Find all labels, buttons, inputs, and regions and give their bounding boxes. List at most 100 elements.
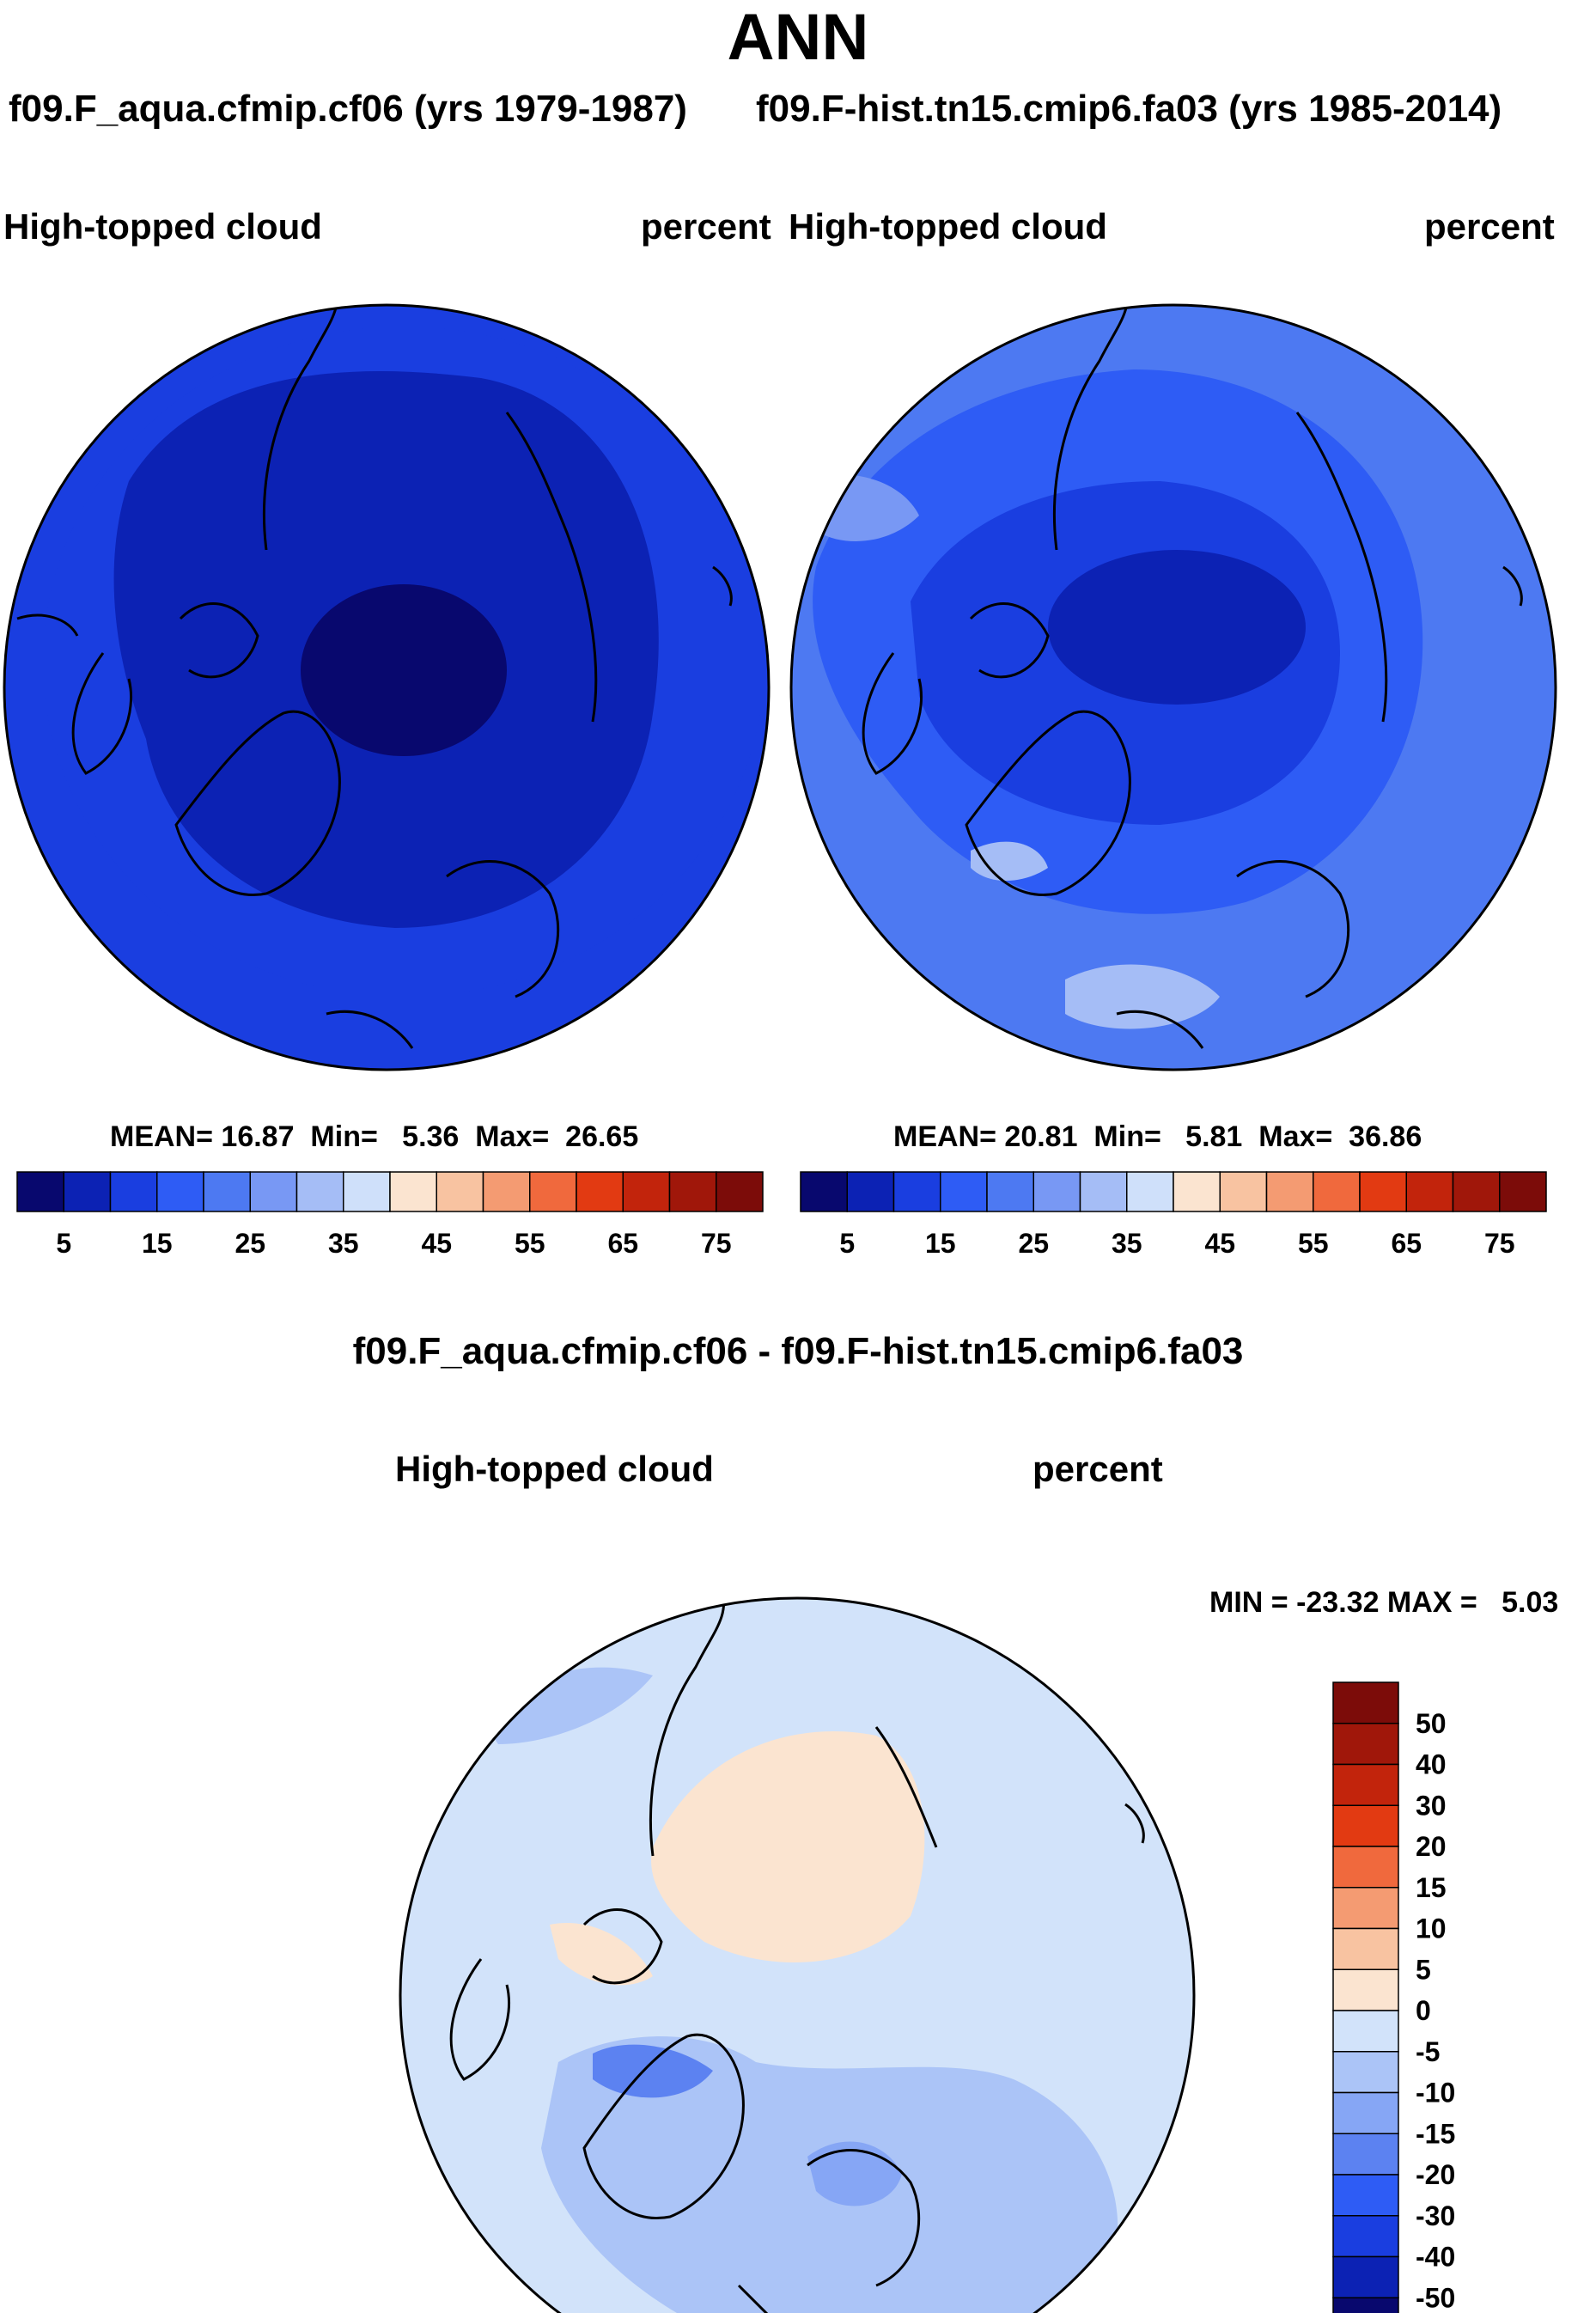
cbar3-swatch xyxy=(1332,2297,1399,2313)
cbar1-swatch xyxy=(668,1171,717,1212)
page-title: ANN xyxy=(727,1,869,74)
cbar1-swatch xyxy=(482,1171,531,1212)
cbar3-tick-label: 5 xyxy=(1416,1954,1431,1985)
diff-field-pacific xyxy=(481,1667,653,1744)
p2-border xyxy=(789,303,1557,1071)
cbar1-swatch xyxy=(16,1171,64,1212)
diff-title: f09.F_aqua.cfmip.cf06 - f09.F-hist.tn15.… xyxy=(352,1330,1244,1372)
cbar3-tick-label: -5 xyxy=(1416,2036,1440,2067)
cbar3-swatch xyxy=(1332,2255,1399,2298)
cbar3-tick-label: 50 xyxy=(1416,1708,1447,1739)
cbar1-swatch xyxy=(203,1171,251,1212)
diff-units: percent xyxy=(1033,1449,1163,1489)
cbar2-swatch xyxy=(1405,1171,1454,1212)
cbar3-tick-label: -10 xyxy=(1416,2078,1455,2109)
cbar3-tick-label: 10 xyxy=(1416,1913,1447,1944)
cbar1-tick-label: 15 xyxy=(142,1228,173,1259)
cbar1-swatch xyxy=(249,1171,298,1212)
cbar2-swatch xyxy=(1359,1171,1407,1212)
cbar3-tick-label: -30 xyxy=(1416,2200,1455,2231)
diff-field-archipelago xyxy=(550,1923,653,1986)
cbar3-swatch xyxy=(1332,1927,1399,1970)
cbar1-swatch xyxy=(156,1171,204,1212)
cbar2-tick-label: 5 xyxy=(839,1228,855,1259)
diff-field-scandinavia xyxy=(807,2141,902,2206)
cbar1-swatch xyxy=(389,1171,437,1212)
diff-field-greenland xyxy=(593,2044,713,2098)
cbar3-tick-label: -40 xyxy=(1416,2242,1455,2273)
cbar2-swatch xyxy=(1033,1171,1081,1212)
cbar2-swatch xyxy=(892,1171,941,1212)
diff-variable: High-topped cloud xyxy=(395,1449,714,1489)
cbar1-swatch xyxy=(716,1171,764,1212)
map-panel-1 xyxy=(3,303,771,1071)
map-difference xyxy=(399,1596,1196,2313)
panel2-case-title: f09.F-hist.tn15.cmip6.fa03 (yrs 1985-201… xyxy=(756,88,1502,130)
cbar1-tick-label: 35 xyxy=(328,1228,359,1259)
p1-coastlines xyxy=(16,305,733,1049)
p2-field-atlantic xyxy=(1065,964,1220,1029)
p2-field-patch xyxy=(971,841,1048,881)
cbar3-swatch xyxy=(1332,1723,1399,1766)
cbar3-tick-label: 20 xyxy=(1416,1831,1447,1862)
cbar3-tick-label: -15 xyxy=(1416,2118,1455,2149)
colorbar-panel-1: 5 15 25 35 45 55 65 75 xyxy=(16,1171,764,1259)
cbar2-swatch xyxy=(1126,1171,1174,1212)
cbar3-swatch xyxy=(1332,2010,1399,2053)
cbar2-tick-label: 75 xyxy=(1484,1228,1515,1259)
cbar1-swatch xyxy=(576,1171,624,1212)
cbar2-tick-label: 45 xyxy=(1204,1228,1235,1259)
cbar2-tick-label: 35 xyxy=(1112,1228,1142,1259)
cbar2-tick-label: 15 xyxy=(925,1228,956,1259)
cbar2-swatch xyxy=(1313,1171,1361,1212)
panel2-stats: MEAN= 20.81 Min= 5.81 Max= 36.86 xyxy=(893,1120,1422,1153)
cbar2-swatch xyxy=(1219,1171,1268,1212)
cbar3-tick-label: -50 xyxy=(1416,2282,1455,2313)
p1-field-pole xyxy=(301,584,507,756)
cbar2-swatch xyxy=(846,1171,895,1212)
cbar1-swatch xyxy=(529,1171,577,1212)
cbar1-tick-label: 75 xyxy=(701,1228,732,1259)
cbar3-tick-label: 0 xyxy=(1416,1995,1431,2026)
cbar2-swatch xyxy=(1499,1171,1547,1212)
diff-minmax: MIN = -23.32 MAX = 5.03 xyxy=(1209,1586,1559,1619)
cbar2-swatch xyxy=(1452,1171,1501,1212)
diff-field-central-arctic xyxy=(651,1731,925,1962)
cbar3-swatch xyxy=(1332,1846,1399,1889)
cbar1-tick-label: 65 xyxy=(607,1228,638,1259)
colorbar-panel-2: 5 15 25 35 45 55 65 75 xyxy=(800,1171,1547,1259)
cbar3-swatch xyxy=(1332,2174,1399,2217)
cbar1-swatch xyxy=(436,1171,484,1212)
panel2-variable: High-topped cloud xyxy=(789,206,1107,247)
cbar1-tick-label: 55 xyxy=(515,1228,545,1259)
panel1-stats: MEAN= 16.87 Min= 5.36 Max= 26.65 xyxy=(110,1120,639,1153)
cbar3-swatch xyxy=(1332,2091,1399,2134)
cbar3-tick-label: 40 xyxy=(1416,1749,1447,1780)
cbar3-tick-label: 30 xyxy=(1416,1790,1447,1821)
p1-border xyxy=(3,303,771,1071)
cbar1-swatch xyxy=(622,1171,671,1212)
cbar1-swatch xyxy=(109,1171,158,1212)
cbar1-swatch xyxy=(63,1171,112,1212)
cbar2-swatch xyxy=(1265,1171,1314,1212)
cbar1-tick-label: 5 xyxy=(56,1228,71,1259)
p2-field-pole xyxy=(1048,550,1306,705)
cbar1-tick-label: 25 xyxy=(235,1228,265,1259)
cbar3-swatch xyxy=(1332,2215,1399,2258)
cbar3-tick-label: 15 xyxy=(1416,1872,1447,1903)
panel1-case-title: f09.F_aqua.cfmip.cf06 (yrs 1979-1987) xyxy=(9,88,687,130)
cbar1-tick-label: 45 xyxy=(421,1228,452,1259)
cbar1-swatch xyxy=(343,1171,391,1212)
diff-coastlines xyxy=(449,1598,1145,2313)
p2-coastlines xyxy=(862,305,1523,1049)
cbar3-swatch xyxy=(1332,2051,1399,2094)
cbar3-swatch xyxy=(1332,1968,1399,2011)
cbar3-swatch xyxy=(1332,1681,1399,1724)
cbar3-tick-label: -20 xyxy=(1416,2159,1455,2190)
panel1-units: percent xyxy=(641,206,771,247)
cbar2-swatch xyxy=(1079,1171,1128,1212)
cbar3-swatch xyxy=(1332,1804,1399,1847)
cbar2-swatch xyxy=(1173,1171,1221,1212)
